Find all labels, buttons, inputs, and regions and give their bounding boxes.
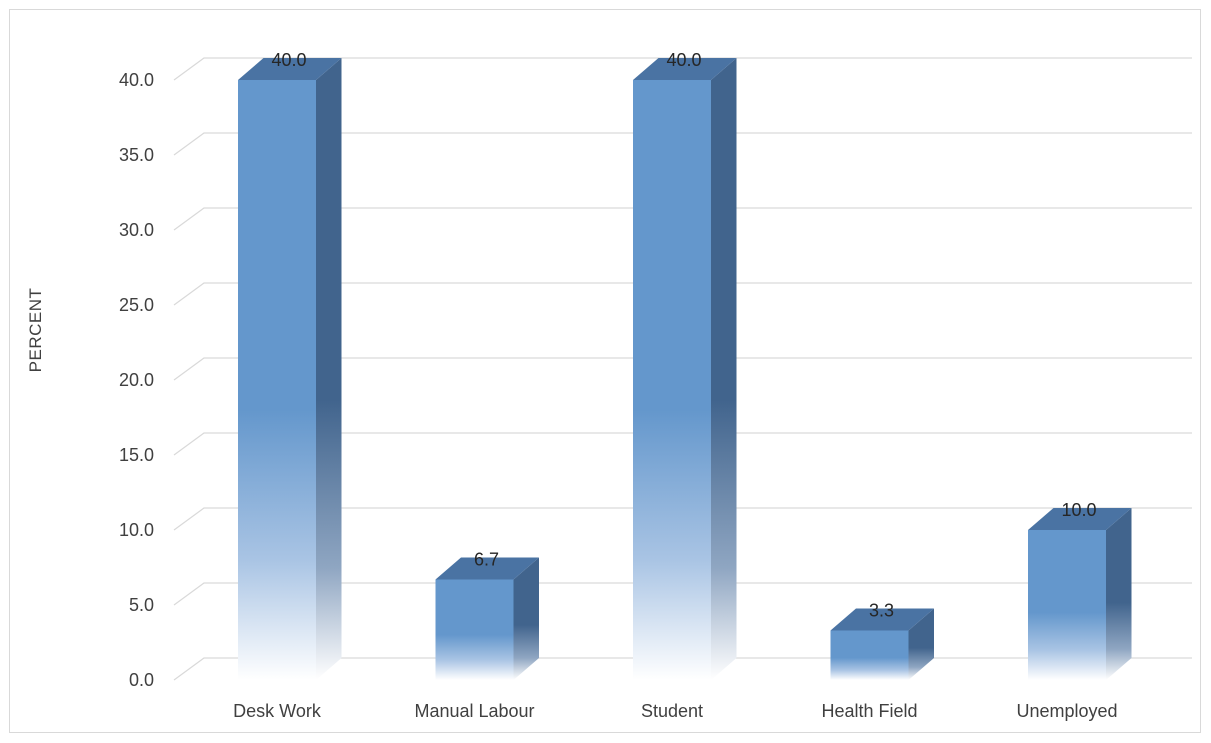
gridline <box>173 282 1192 306</box>
y-tick-label: 10.0 <box>119 520 154 540</box>
gridline <box>173 432 1192 456</box>
y-tick-label: 0.0 <box>129 670 154 690</box>
y-axis-ticks: 0.0 5.0 10.0 15.0 20.0 25.0 30.0 35.0 40.0 <box>119 70 154 690</box>
x-category-label: Manual Labour <box>414 701 534 721</box>
bar-top <box>633 58 737 80</box>
bar-side <box>513 557 539 680</box>
x-category-label: Unemployed <box>1016 701 1117 721</box>
x-axis-categories: Desk Work Manual Labour Student Health Fiel… <box>233 701 1117 721</box>
data-labels: 40.0 6.7 40.0 3.3 10.0 <box>271 50 1096 621</box>
y-axis-title: PERCENT <box>26 288 45 373</box>
bar-top <box>435 557 539 580</box>
y-tick-label: 5.0 <box>129 595 154 615</box>
data-label: 3.3 <box>869 601 894 621</box>
y-tick-label: 35.0 <box>119 145 154 165</box>
bar-top <box>830 608 934 631</box>
bar-front <box>1028 530 1106 680</box>
bar-front <box>435 579 514 680</box>
bar-side <box>1106 508 1132 680</box>
bar-front <box>830 630 909 680</box>
bar <box>830 608 934 680</box>
data-label: 6.7 <box>474 550 499 570</box>
gridline <box>173 207 1192 231</box>
bar-side <box>316 58 342 680</box>
gridline <box>173 357 1192 381</box>
data-label: 40.0 <box>666 50 701 70</box>
bar <box>238 58 342 680</box>
bar-side <box>908 608 934 680</box>
y-tick-label: 40.0 <box>119 70 154 90</box>
x-category-label: Desk Work <box>233 701 322 721</box>
bar-top <box>1028 508 1132 530</box>
bar-top <box>238 58 342 80</box>
bar-side <box>711 58 737 680</box>
bar-front <box>633 80 711 680</box>
data-label: 10.0 <box>1061 500 1096 520</box>
bars <box>238 58 1132 680</box>
x-category-label: Health Field <box>821 701 917 721</box>
x-category-label: Student <box>641 701 703 721</box>
y-tick-label: 30.0 <box>119 220 154 240</box>
chart-frame <box>9 9 1201 733</box>
gridline <box>173 507 1192 531</box>
bar <box>1028 508 1132 680</box>
gridline <box>173 57 1192 81</box>
bar <box>633 58 737 680</box>
bar-front <box>238 80 316 680</box>
gridline <box>173 582 1192 606</box>
y-tick-label: 25.0 <box>119 295 154 315</box>
y-tick-label: 20.0 <box>119 370 154 390</box>
data-label: 40.0 <box>271 50 306 70</box>
bar <box>435 557 539 680</box>
gridline <box>173 132 1192 156</box>
y-tick-label: 15.0 <box>119 445 154 465</box>
